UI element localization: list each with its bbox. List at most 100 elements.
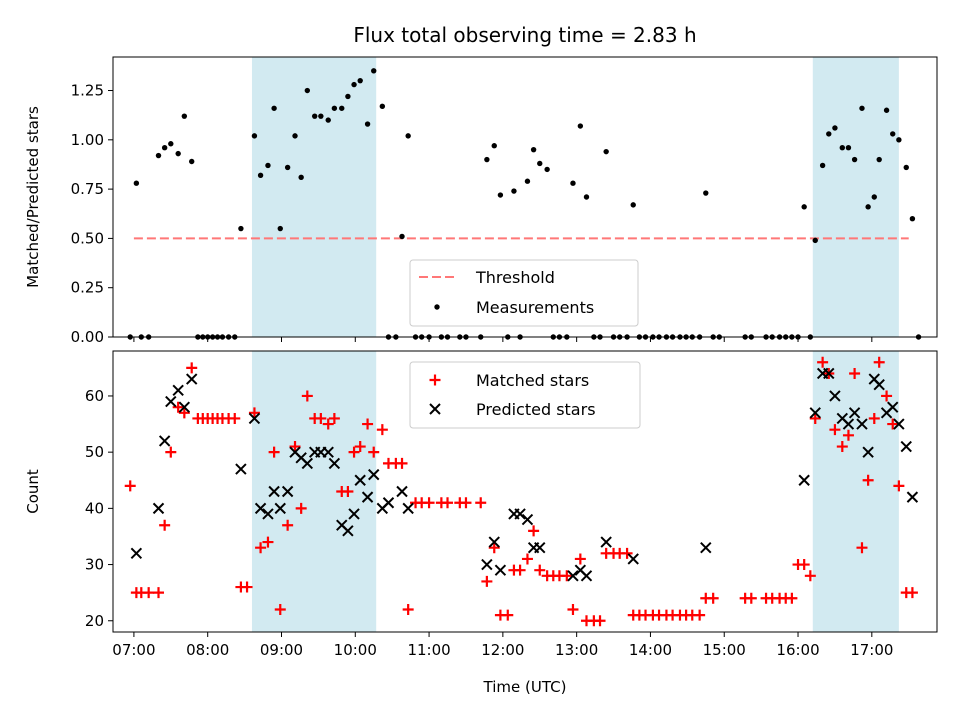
data-point [859, 105, 865, 111]
data-point [348, 508, 360, 520]
data-point [521, 513, 534, 526]
data-point [172, 384, 184, 397]
data-point [328, 457, 341, 470]
data-point [248, 407, 260, 419]
data-point [817, 356, 829, 368]
series-predicted-stars [130, 367, 919, 582]
data-point [839, 145, 846, 151]
data-point [175, 150, 181, 157]
data-point [295, 502, 307, 514]
data-point [153, 587, 165, 599]
data-point [856, 542, 868, 554]
data-point [165, 395, 177, 408]
data-point [178, 401, 191, 413]
data-point [281, 485, 294, 498]
data-point [143, 587, 155, 599]
data-point [826, 131, 832, 137]
data-point [594, 615, 606, 627]
y-tick-label: 1.25 [71, 82, 104, 100]
data-point [315, 412, 327, 424]
data-point [873, 379, 885, 391]
data-point [494, 564, 507, 576]
legend-predicted-swatch [429, 403, 441, 415]
data-point [909, 215, 916, 222]
data-point [497, 192, 504, 198]
data-point [371, 68, 377, 74]
data-point [399, 233, 405, 240]
data-point [361, 491, 374, 503]
data-point [786, 592, 798, 604]
data-point [284, 164, 291, 171]
data-point [351, 81, 357, 88]
data-point [257, 172, 264, 179]
data-point [368, 446, 380, 458]
data-point [368, 468, 380, 481]
data-point [534, 564, 546, 576]
data-point [396, 485, 408, 498]
data-point [819, 162, 826, 169]
data-point [836, 441, 848, 453]
plot-frame [112, 350, 938, 633]
data-point [876, 156, 882, 163]
x-tick-label: 10:00 [334, 641, 377, 659]
data-point [862, 446, 874, 458]
data-point [567, 604, 579, 616]
data-point [798, 474, 810, 486]
x-tick-label: 16:00 [776, 641, 819, 659]
x-tick-label: 08:00 [186, 641, 229, 659]
data-point [502, 609, 514, 621]
data-point [396, 457, 408, 469]
data-point [627, 553, 639, 565]
y-tick-label: 0.75 [71, 180, 104, 198]
observing-span-1 [812, 57, 899, 337]
data-point [745, 592, 757, 604]
data-point [152, 502, 165, 515]
data-point [282, 519, 294, 531]
data-point [268, 446, 280, 458]
data-point [700, 541, 712, 554]
data-point [405, 133, 411, 139]
top-panel: 0.00 0.25 0.50 0.75 1.00 1.25 Flux total obser… [24, 23, 938, 346]
data-point [603, 148, 609, 155]
data-point [161, 145, 168, 151]
data-point [251, 133, 258, 139]
x-tick-label: 15:00 [703, 641, 746, 659]
data-point [871, 194, 877, 200]
data-point [484, 156, 490, 163]
legend-measurements-label: Measurements [476, 298, 594, 317]
data-point [804, 570, 816, 582]
data-point [865, 204, 871, 210]
data-point [262, 508, 274, 520]
data-point [301, 390, 313, 402]
data-point [862, 474, 874, 486]
y-tick-label: 30 [85, 556, 104, 574]
data-point [357, 77, 363, 84]
y-tick-label: 60 [85, 387, 104, 405]
data-point [342, 486, 354, 497]
legend-matched-swatch [429, 374, 441, 386]
data-point [694, 609, 706, 621]
data-point [823, 367, 835, 380]
data-point [521, 553, 533, 565]
chart-title: Flux total observing time = 2.83 h [353, 23, 696, 47]
data-point [845, 145, 852, 151]
data-point [887, 418, 899, 430]
data-point [896, 137, 902, 143]
data-point [133, 180, 140, 186]
data-point [186, 373, 198, 385]
legend-measurements-swatch [434, 304, 440, 310]
data-point [848, 407, 861, 419]
data-point [524, 178, 531, 184]
data-point [873, 356, 885, 368]
data-point [268, 485, 280, 498]
data-point [488, 542, 500, 554]
data-point [423, 497, 435, 509]
data-point [537, 160, 543, 167]
y-tick-label: 50 [85, 443, 104, 461]
data-point [812, 237, 818, 244]
data-point [890, 131, 896, 137]
data-point [514, 564, 526, 576]
data-point [570, 180, 576, 186]
data-point [235, 463, 247, 475]
x-tick-label: 09:00 [260, 641, 303, 659]
